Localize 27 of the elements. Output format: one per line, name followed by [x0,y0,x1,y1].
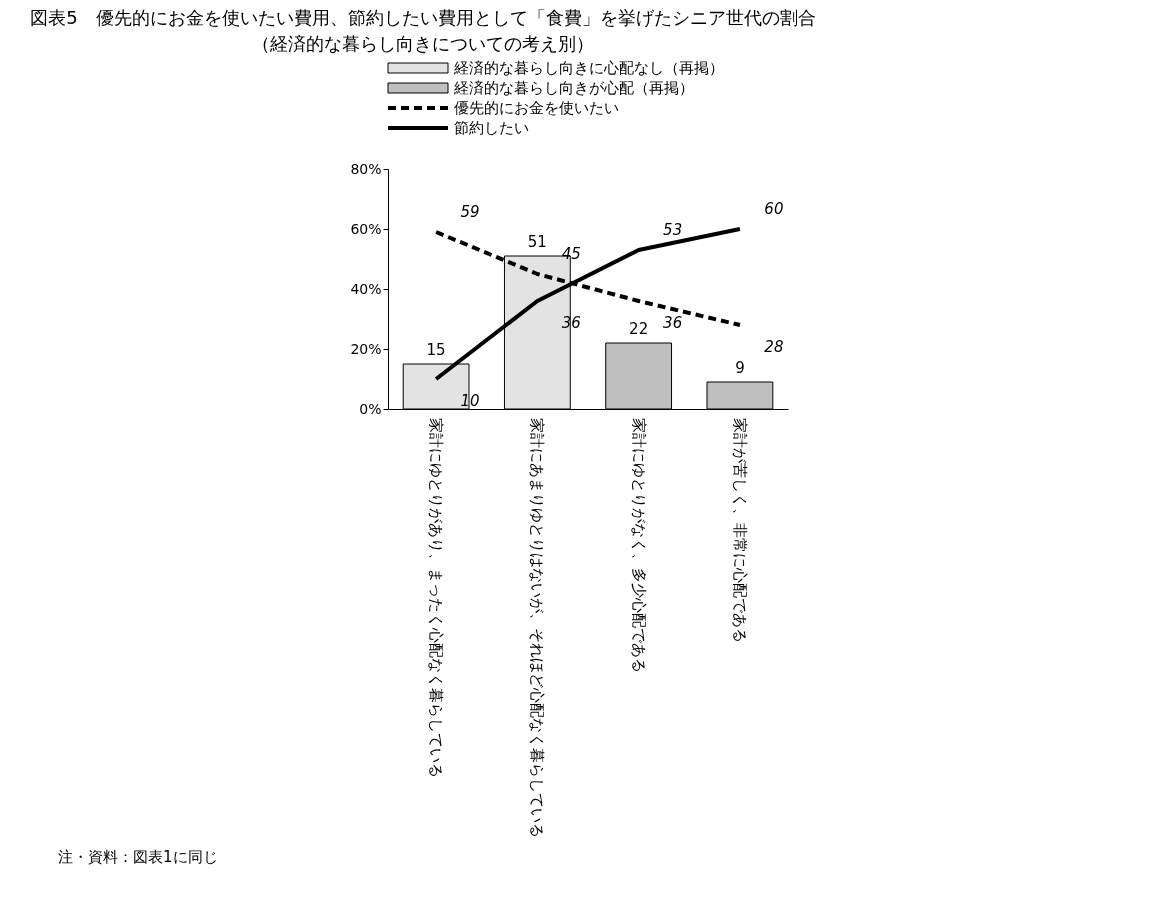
text: 注・資料：図表1に同じ [58,848,218,866]
x-tick-label: 家計が苦しく、非常に心配である [730,417,749,643]
data-label: 45 [561,245,581,263]
data-label: 15 [426,341,446,359]
legend-label: 経済的な暮らし向きに心配なし（再掲） [453,59,724,77]
data-label: 22 [629,320,649,338]
data-label: 9 [735,359,745,377]
data-label: 60 [764,200,784,218]
x-tick-label: 家計にゆとりがあり、まったく心配なく暮らしている [427,417,446,778]
x-tick-label: 家計にゆとりがなく、多少心配である [629,417,648,673]
data-label: 10 [460,392,480,410]
y-tick-label: 80% [350,160,382,177]
data-label: 53 [663,221,683,239]
legend-label: 優先的にお金を使いたい [454,99,619,117]
chart-subtitle: （経済的な暮らし向きについての考え別） [252,33,594,54]
y-tick-label: 60% [350,220,382,237]
data-label: 36 [663,314,683,332]
chart-title: 図表5 優先的にお金を使いたい費用、節約したい費用として「食費」を挙げたシニア世代の割合 [30,7,816,28]
legend-label: 節約したい [454,119,529,137]
x-tick-label: 家計にあまりゆとりはないが、それほど心配なく暮らしている [528,417,547,838]
legend-label: 経済的な暮らし向きが心配（再掲） [453,79,694,97]
data-label: 51 [527,233,547,251]
y-tick-label: 20% [350,340,382,357]
data-label: 28 [764,338,784,356]
y-tick-label: 40% [350,280,382,297]
y-tick-label: 0% [359,400,382,417]
data-label: 59 [460,203,480,221]
